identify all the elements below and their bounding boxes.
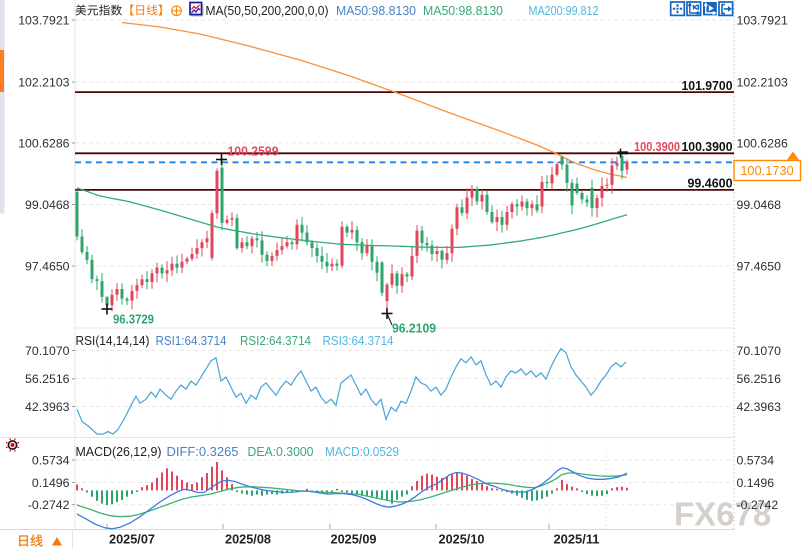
svg-text:RSI2:64.3714: RSI2:64.3714 [240,334,311,348]
svg-text:100.6286: 100.6286 [18,136,69,150]
svg-text:MA(50,50,200,200,0,0): MA(50,50,200,200,0,0) [206,3,329,18]
svg-text:102.2103: 102.2103 [18,75,69,89]
svg-text:99.0468: 99.0468 [25,198,70,212]
svg-text:102.2103: 102.2103 [737,75,788,89]
svg-text:RSI3:64.3714: RSI3:64.3714 [323,334,394,348]
svg-text:56.2516: 56.2516 [737,372,782,386]
svg-text:42.3963: 42.3963 [25,400,70,414]
svg-text:70.1070: 70.1070 [737,344,782,358]
svg-text:2025/10: 2025/10 [439,533,485,547]
svg-text:MA50:98.8130: MA50:98.8130 [336,4,416,18]
svg-text:0.5734: 0.5734 [32,453,70,467]
svg-text:103.7921: 103.7921 [737,13,788,27]
svg-text:70.1070: 70.1070 [25,344,70,358]
svg-text:MACD(26,12,9): MACD(26,12,9) [76,444,162,459]
svg-text:2025/11: 2025/11 [554,533,600,547]
svg-text:DIFF:0.3265: DIFF:0.3265 [167,445,239,459]
svg-text:97.4650: 97.4650 [25,259,70,273]
svg-text:2025/07: 2025/07 [109,533,155,547]
svg-text:96.2109: 96.2109 [392,321,436,336]
svg-text:RSI(14,14,14): RSI(14,14,14) [76,333,150,348]
svg-text:-0.2742: -0.2742 [28,498,70,512]
svg-text:RSI1:64.3714: RSI1:64.3714 [156,334,227,348]
svg-text:99.0468: 99.0468 [737,198,782,212]
svg-text:100.6286: 100.6286 [737,136,788,150]
svg-text:MA200:99.812: MA200:99.812 [529,4,599,18]
svg-text:100.2599: 100.2599 [228,143,279,158]
svg-text:99.4600: 99.4600 [688,175,733,190]
svg-text:0.1496: 0.1496 [737,476,775,490]
svg-text:56.2516: 56.2516 [25,372,70,386]
svg-text:42.3963: 42.3963 [737,400,782,414]
svg-text:97.4650: 97.4650 [737,259,782,273]
svg-text:MA50:98.8130: MA50:98.8130 [423,4,503,18]
svg-text:-0.2742: -0.2742 [737,498,779,512]
svg-text:101.9700: 101.9700 [682,78,733,93]
svg-text:2025/08: 2025/08 [225,533,271,547]
svg-text:100.1730: 100.1730 [740,163,793,178]
svg-text:DEA:0.3000: DEA:0.3000 [248,445,314,459]
svg-text:0.5734: 0.5734 [737,453,775,467]
svg-text:0.1496: 0.1496 [32,476,70,490]
svg-text:MACD:0.0529: MACD:0.0529 [325,445,399,459]
svg-text:FX678: FX678 [674,496,771,533]
svg-text:96.3729: 96.3729 [113,312,154,327]
svg-text:100.3900: 100.3900 [682,139,733,154]
svg-text:100.3900: 100.3900 [634,139,680,154]
svg-text:2025/09: 2025/09 [331,533,377,547]
svg-text:103.7921: 103.7921 [18,13,69,27]
